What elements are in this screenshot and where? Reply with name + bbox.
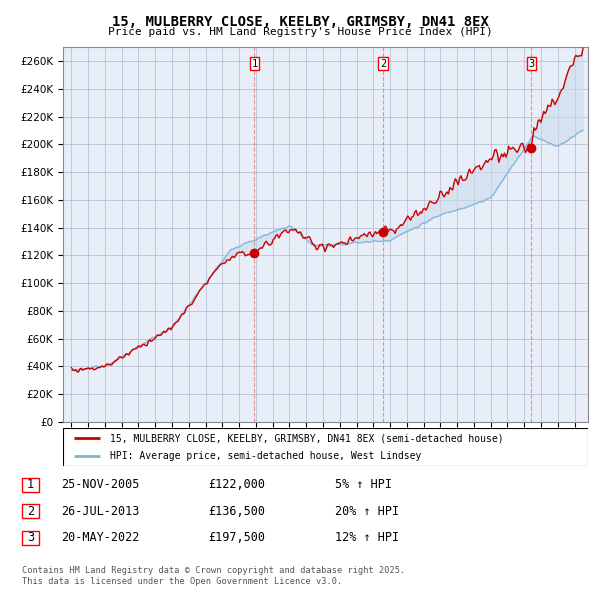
- Text: 1: 1: [251, 59, 257, 69]
- Text: Contains HM Land Registry data © Crown copyright and database right 2025.
This d: Contains HM Land Registry data © Crown c…: [22, 566, 405, 586]
- FancyBboxPatch shape: [22, 531, 40, 545]
- Text: 5% ↑ HPI: 5% ↑ HPI: [335, 478, 392, 491]
- Text: 15, MULBERRY CLOSE, KEELBY, GRIMSBY, DN41 8EX: 15, MULBERRY CLOSE, KEELBY, GRIMSBY, DN4…: [112, 15, 488, 29]
- Text: Price paid vs. HM Land Registry's House Price Index (HPI): Price paid vs. HM Land Registry's House …: [107, 27, 493, 37]
- Text: £136,500: £136,500: [208, 505, 265, 518]
- FancyBboxPatch shape: [22, 478, 40, 491]
- Text: 3: 3: [528, 59, 535, 69]
- Text: 20% ↑ HPI: 20% ↑ HPI: [335, 505, 400, 518]
- Text: 26-JUL-2013: 26-JUL-2013: [61, 505, 139, 518]
- Text: 20-MAY-2022: 20-MAY-2022: [61, 532, 139, 545]
- Text: 3: 3: [27, 532, 34, 545]
- Text: £197,500: £197,500: [208, 532, 265, 545]
- Text: HPI: Average price, semi-detached house, West Lindsey: HPI: Average price, semi-detached house,…: [110, 451, 422, 461]
- Text: 15, MULBERRY CLOSE, KEELBY, GRIMSBY, DN41 8EX (semi-detached house): 15, MULBERRY CLOSE, KEELBY, GRIMSBY, DN4…: [110, 433, 504, 443]
- Text: 1: 1: [27, 478, 34, 491]
- Text: 12% ↑ HPI: 12% ↑ HPI: [335, 532, 400, 545]
- Text: 2: 2: [27, 505, 34, 518]
- Text: 25-NOV-2005: 25-NOV-2005: [61, 478, 139, 491]
- Text: £122,000: £122,000: [208, 478, 265, 491]
- FancyBboxPatch shape: [22, 504, 40, 518]
- Text: 2: 2: [380, 59, 386, 69]
